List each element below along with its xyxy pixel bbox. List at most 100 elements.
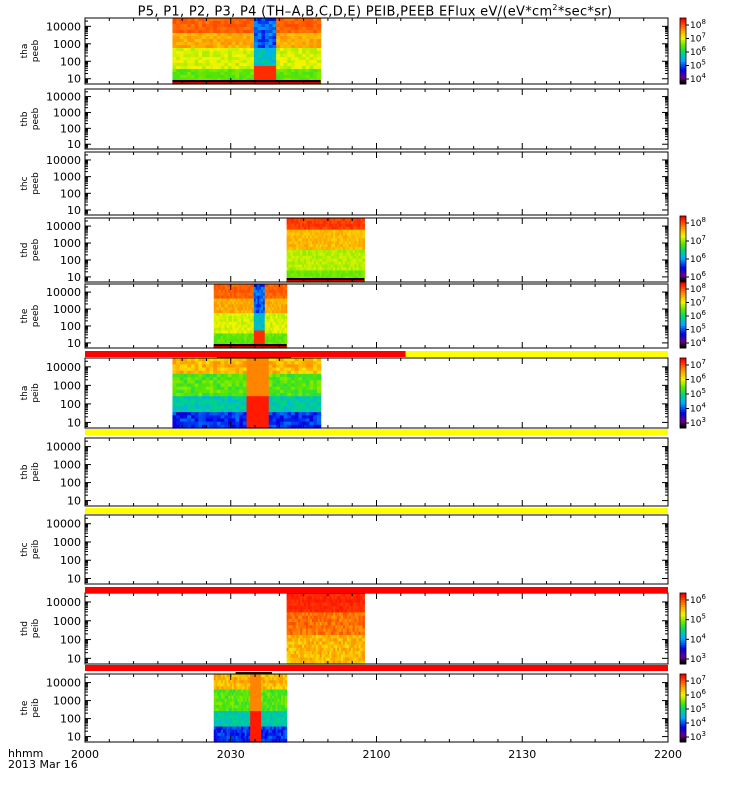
spectrogram-cell: [205, 408, 211, 413]
y-tick-label: 1000: [53, 536, 81, 549]
spectrogram-cell: [309, 30, 314, 34]
spectrogram-cell: [311, 218, 315, 222]
spectrogram-cell: [213, 324, 217, 329]
spectrogram-cell: [205, 424, 211, 429]
spectrogram-cell: [268, 396, 274, 400]
spectrogram-cell: [224, 292, 228, 297]
spectrogram-cell: [304, 615, 307, 620]
spectrogram-cell: [284, 310, 288, 314]
spectrogram-cell: [187, 402, 192, 407]
spectrogram-cell: [261, 386, 266, 391]
spectrogram-cell: [239, 342, 242, 346]
spectrogram-cell: [335, 261, 338, 266]
spectrogram-cell: [294, 634, 297, 639]
spectrogram-cell: [298, 69, 303, 73]
spectrogram-cell: [316, 358, 322, 362]
spectrogram-cell: [231, 63, 237, 67]
spectrogram-cell: [268, 36, 274, 40]
spectrogram-cell: [304, 232, 307, 237]
spectrogram-cell: [292, 625, 295, 630]
spectrogram-cell: [183, 36, 188, 40]
spectrogram-cell: [239, 75, 244, 79]
spectrogram-cell: [290, 238, 294, 242]
spectrogram-cell: [237, 292, 240, 297]
spectrogram-cell: [306, 250, 309, 254]
spectrogram-cell: [327, 270, 330, 274]
spectrogram-cell: [305, 418, 311, 423]
spectrogram-cell: [311, 241, 315, 245]
spectrogram-cell: [283, 78, 288, 82]
spectrogram-cell: [265, 69, 270, 73]
spectrogram-cell: [304, 258, 307, 263]
spectrogram-cell: [272, 364, 277, 369]
spectrogram-cell: [244, 316, 248, 320]
spectrogram-cell: [202, 370, 207, 375]
colorbar-cell: [680, 59, 686, 63]
spectrogram-cell: [222, 330, 226, 335]
spectrogram-cell: [215, 292, 218, 297]
spectrogram-cell: [281, 327, 284, 332]
spectrogram-cell: [235, 412, 240, 416]
spectrogram-cell: [304, 631, 307, 636]
spectrogram-cell: [246, 298, 249, 303]
spectrogram-cell: [266, 342, 269, 346]
spectrogram-cell: [277, 324, 280, 329]
spectrogram-cell: [350, 247, 354, 251]
spectrogram-cell: [176, 361, 181, 365]
spectrogram-cell: [230, 304, 233, 308]
spectrogram-cell: [302, 21, 307, 25]
spectrogram-cell: [287, 383, 292, 388]
spectrogram-cell: [302, 396, 307, 400]
spectrogram-cell: [172, 75, 177, 79]
spectrogram-cell: [309, 373, 314, 378]
colorbar-tick-label: 106: [690, 45, 706, 58]
spectrogram-cell: [304, 273, 307, 277]
colorbar-cell: [680, 35, 686, 39]
spectrogram-cell: [298, 36, 303, 40]
spectrogram-cell: [360, 252, 364, 257]
spectrogram-cell: [319, 229, 323, 234]
spectrogram-cell: [253, 336, 257, 340]
spectrogram-cell: [270, 304, 273, 308]
product-label: peeb: [31, 39, 41, 62]
spectrogram-cell: [270, 330, 273, 335]
spectrogram-cell: [354, 220, 358, 225]
spectrogram-cell: [228, 301, 231, 305]
spectrogram-cell: [313, 223, 317, 228]
spectrogram-cell: [265, 370, 270, 375]
spectrogram-cell: [233, 327, 237, 332]
spectrogram-cell: [281, 310, 284, 314]
spectrogram-cell: [220, 415, 225, 420]
colorbar-cell: [680, 31, 686, 34]
spectrogram-cell: [264, 307, 268, 311]
spectrogram-cell: [362, 267, 365, 271]
spectrogram-cell: [257, 21, 262, 25]
spectrogram-cell: [294, 33, 299, 37]
spectrogram-cell: [248, 286, 251, 291]
spectrogram-cell: [341, 270, 344, 274]
spectrogram-cell: [288, 615, 292, 620]
spectrogram-cell: [294, 415, 299, 420]
spectrogram-cell: [309, 622, 313, 626]
spectrogram-cell: [250, 342, 253, 346]
spectrogram-cell: [235, 358, 240, 362]
y-tick-label: 100: [60, 187, 81, 200]
spectrogram-cell: [272, 333, 275, 337]
spectrogram-cell: [298, 247, 301, 251]
spectrogram-cell: [250, 415, 255, 420]
spectrogram-cell: [272, 310, 275, 314]
spectrogram-cell: [248, 298, 251, 303]
spectrogram-cell: [216, 39, 222, 43]
spectrogram-cell: [335, 232, 338, 237]
spectrogram-cell: [219, 292, 222, 297]
colorbar-cell: [680, 40, 686, 43]
spectrogram-cell: [235, 316, 239, 320]
spectrogram-cell: [279, 402, 285, 407]
spectrogram-cell: [294, 647, 297, 652]
spectrogram-cell: [281, 330, 284, 335]
spectrogram-cell: [194, 358, 199, 362]
spectrogram-cell: [341, 229, 344, 234]
spectrogram-cell: [213, 383, 218, 388]
spectrogram-cell: [302, 66, 307, 70]
spectrogram-cell: [224, 75, 229, 79]
